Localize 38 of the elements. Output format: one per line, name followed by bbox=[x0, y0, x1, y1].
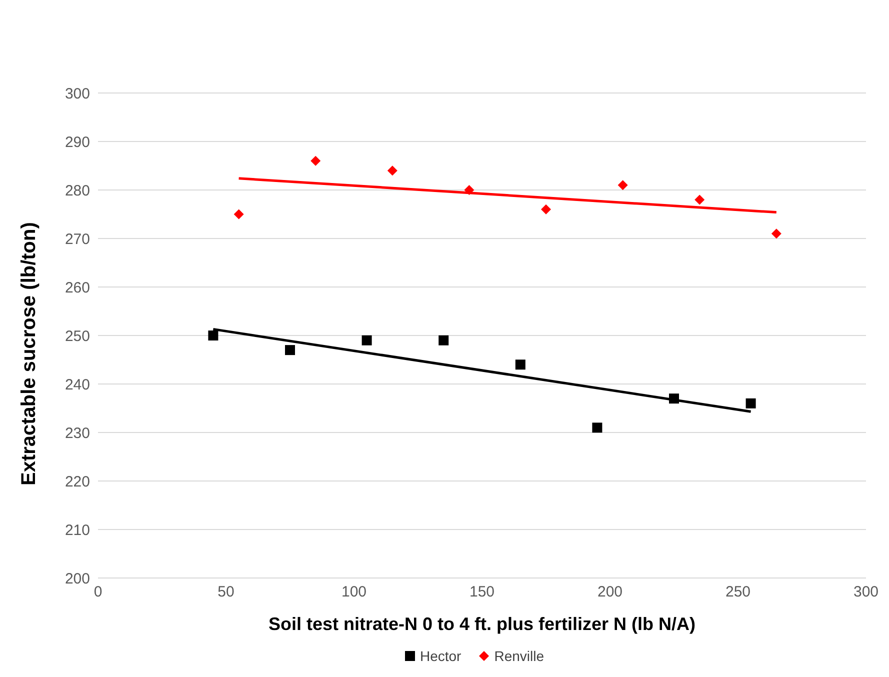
x-tick-label: 50 bbox=[218, 584, 234, 601]
point bbox=[387, 166, 398, 176]
point bbox=[208, 330, 218, 340]
point bbox=[541, 204, 551, 214]
y-tick-label: 240 bbox=[64, 376, 90, 394]
point bbox=[362, 335, 372, 346]
point bbox=[746, 398, 756, 408]
y-tick-label: 280 bbox=[64, 182, 90, 200]
y-tick-label: 210 bbox=[64, 522, 90, 539]
point bbox=[694, 194, 705, 205]
x-tick-label: 150 bbox=[469, 584, 495, 601]
x-tick-label: 0 bbox=[94, 584, 102, 601]
point bbox=[464, 185, 474, 195]
y-tick-label: 300 bbox=[64, 85, 90, 102]
y-tick-label: 230 bbox=[64, 424, 90, 442]
x-tick-label: 250 bbox=[725, 584, 751, 601]
y-tick-label: 260 bbox=[64, 279, 90, 296]
y-axis-title: Extractable sucrose (lb/ton) bbox=[18, 222, 40, 486]
x-tick-label: 300 bbox=[853, 584, 879, 601]
point bbox=[618, 180, 628, 190]
point bbox=[592, 422, 602, 433]
legend-label: Hector bbox=[420, 648, 462, 664]
point bbox=[669, 394, 679, 404]
y-tick-label: 220 bbox=[64, 473, 90, 490]
legend-label: Renville bbox=[494, 648, 544, 664]
x-tick-label: 200 bbox=[597, 584, 623, 601]
y-tick-label: 250 bbox=[64, 328, 90, 345]
point bbox=[771, 228, 782, 239]
y-tick-label: 270 bbox=[64, 230, 90, 248]
y-tick-label: 200 bbox=[64, 570, 90, 588]
point bbox=[234, 209, 244, 220]
y-tick-label: 290 bbox=[64, 134, 90, 151]
point bbox=[285, 345, 295, 356]
x-axis-title: Soil test nitrate-N 0 to 4 ft. plus fertilizer N (lb N/A) bbox=[268, 614, 696, 634]
point bbox=[438, 335, 449, 346]
x-tick-label: 100 bbox=[341, 584, 367, 601]
point bbox=[515, 360, 526, 370]
point bbox=[310, 156, 321, 166]
